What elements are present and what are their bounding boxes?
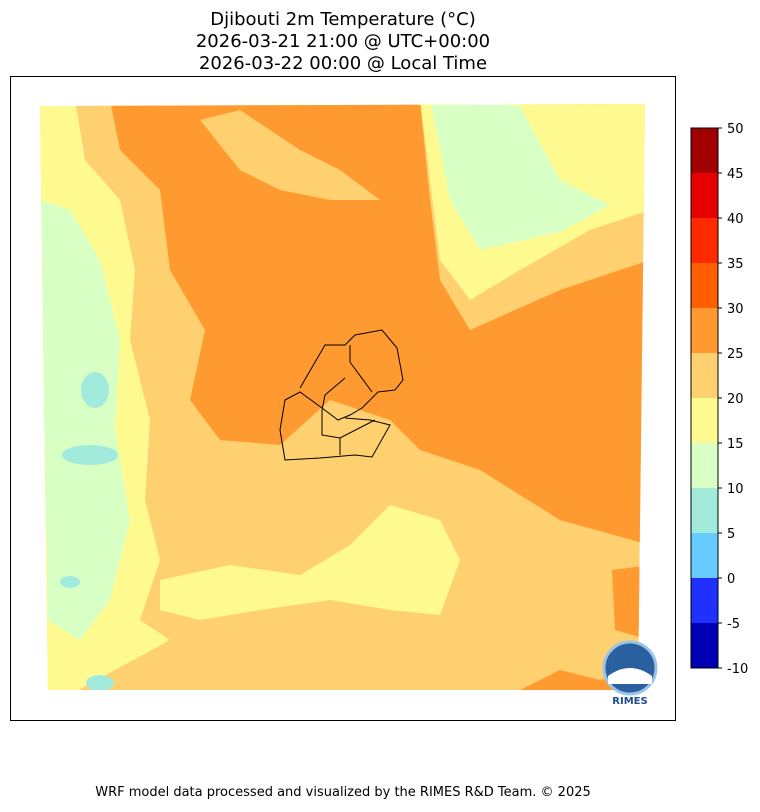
colorbar-tick-label: 15 <box>727 437 744 452</box>
colorbar-tick-label: 10 <box>727 482 744 497</box>
title-line: Djibouti 2m Temperature (°C) <box>210 9 476 30</box>
colorbar-tick-label: 0 <box>727 572 735 587</box>
title-line: 2026-03-22 00:00 @ Local Time <box>199 53 487 74</box>
colorbar-tick-label: -10 <box>727 662 748 677</box>
title-line: 2026-03-21 21:00 @ UTC+00:00 <box>196 31 490 52</box>
logo-text: RIMES <box>612 696 647 707</box>
colorbar-bin <box>691 128 718 173</box>
colorbar-bin <box>691 173 718 218</box>
colorbar-tick-label: 5 <box>727 527 735 542</box>
colorbar-tick-label: -5 <box>727 617 740 632</box>
colorbar-bin <box>691 308 718 353</box>
colorbar-bin <box>691 623 718 668</box>
colorbar-bin <box>691 353 718 398</box>
colorbar-tick-label: 30 <box>727 302 744 317</box>
footer-credit: WRF model data processed and visualized … <box>95 785 591 800</box>
colorbar: -10 -5 0 5 10 15 20 25 30 35 40 45 50 <box>690 122 748 677</box>
colorbar-tick-label: 20 <box>727 392 744 407</box>
colorbar-bin <box>691 263 718 308</box>
colorbar-tick-label: 35 <box>727 257 744 272</box>
colorbar-bin <box>691 398 718 443</box>
colorbar-tick-label: 50 <box>727 122 744 137</box>
colorbar-bin <box>691 533 718 578</box>
country-borders <box>279 329 404 461</box>
colorbar-bin <box>691 443 718 488</box>
colorbar-bin <box>691 488 718 533</box>
logo: RIMES <box>602 640 658 707</box>
colorbar-bin <box>691 218 718 263</box>
colorbar-bin <box>691 578 718 623</box>
colorbar-tick-label: 45 <box>727 167 744 182</box>
temperature-field <box>40 104 645 690</box>
colorbar-tick-label: 25 <box>727 347 744 362</box>
colorbar-tick-label: 40 <box>727 212 744 227</box>
